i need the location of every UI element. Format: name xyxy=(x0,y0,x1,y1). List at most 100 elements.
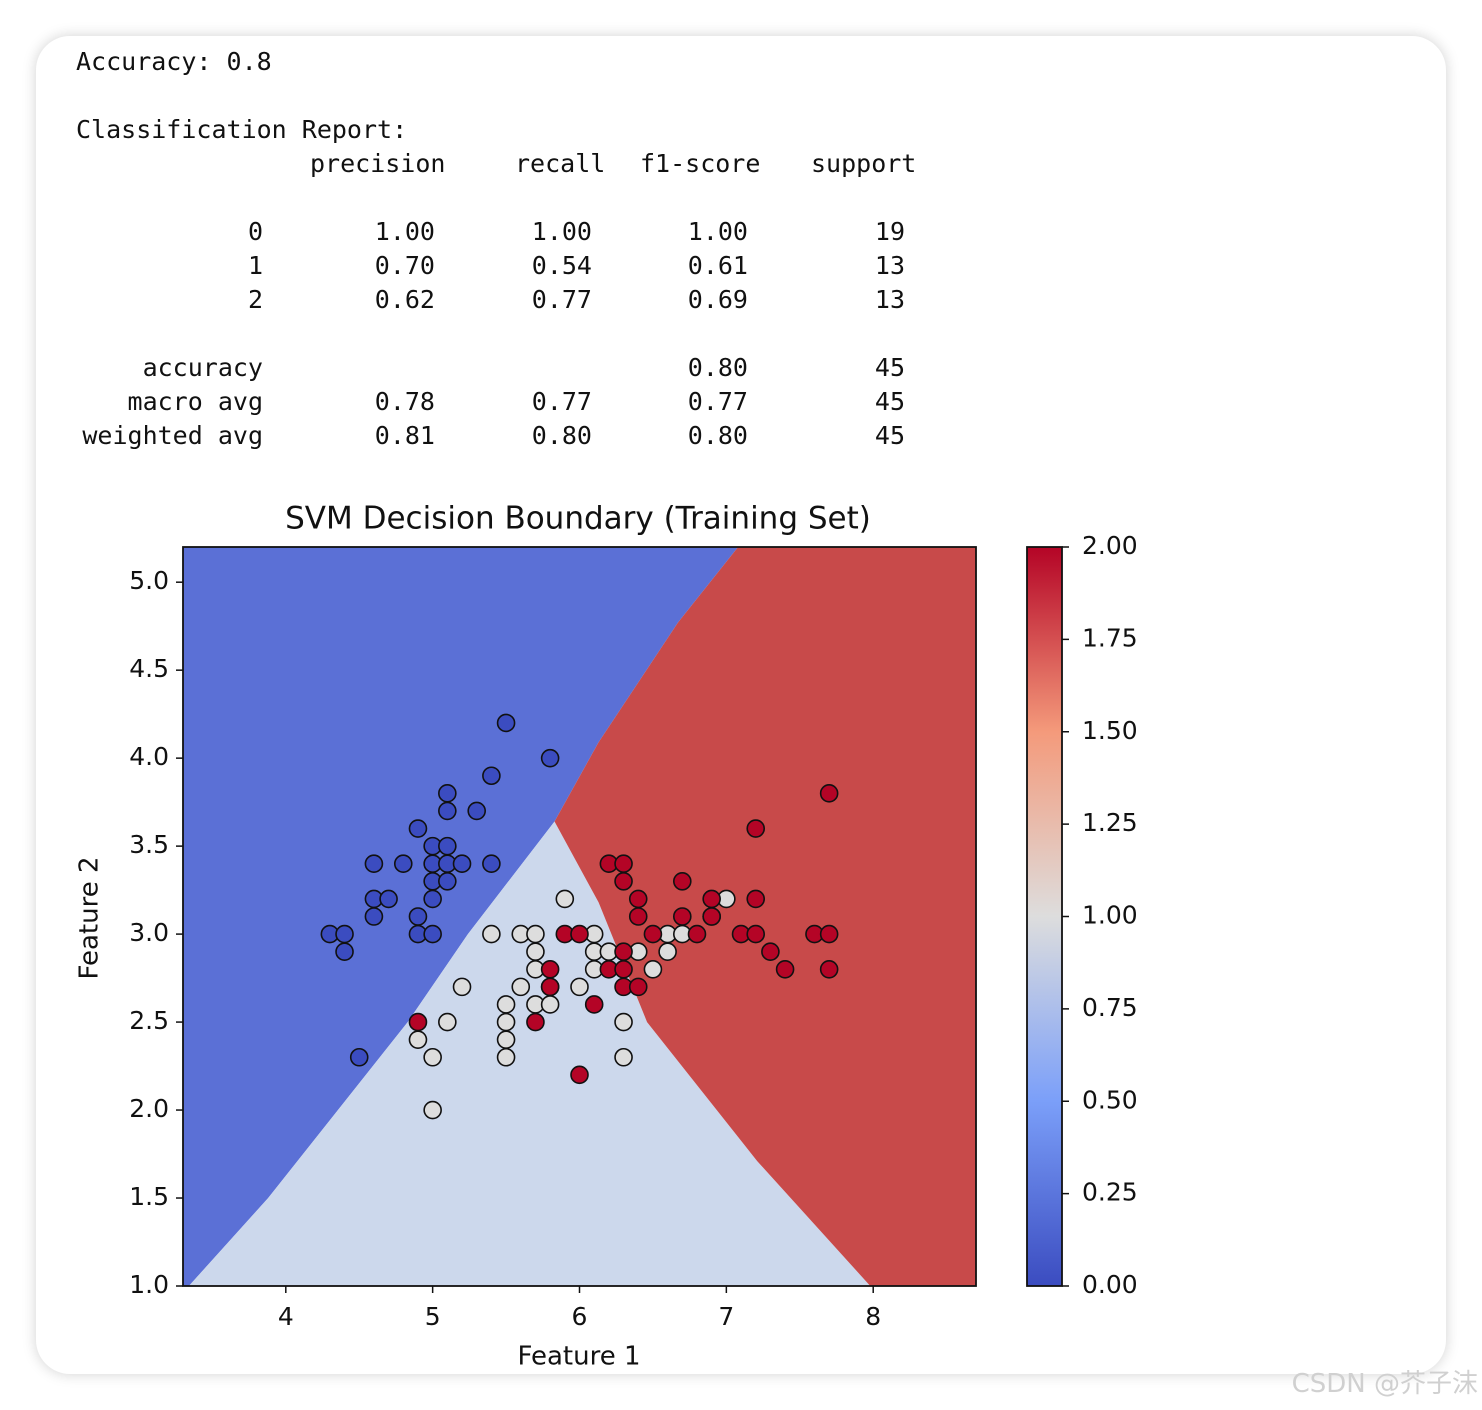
scatter-point xyxy=(408,1030,428,1049)
scatter-point xyxy=(452,977,472,997)
scatter-point xyxy=(614,942,633,961)
cell: 45 xyxy=(874,387,905,416)
colorbar-tick-label: 2.00 xyxy=(1082,531,1138,560)
y-tick-label: 4.5 xyxy=(129,654,169,683)
colorbar-tick-label: 0.75 xyxy=(1082,993,1138,1022)
scatter-point xyxy=(335,942,354,961)
x-tick-label: 6 xyxy=(572,1302,588,1331)
decision-region xyxy=(554,547,976,1286)
y-tick-label: 1.0 xyxy=(129,1270,169,1299)
scatter-point xyxy=(775,959,795,979)
scatter-point xyxy=(540,748,560,768)
cell: 0.77 xyxy=(687,387,748,416)
cell: 0.69 xyxy=(687,285,748,314)
watermark: CSDN @芥子沫 xyxy=(1291,1369,1478,1399)
scatter-point xyxy=(614,1047,633,1067)
chart-title: SVM Decision Boundary (Training Set) xyxy=(285,501,871,537)
colorbar-tick-label: 0.25 xyxy=(1082,1178,1138,1207)
scatter-point xyxy=(482,854,501,874)
scatter-point xyxy=(482,766,501,786)
scatter-point xyxy=(614,959,633,979)
scatter-point xyxy=(408,1012,428,1032)
decision-region xyxy=(183,547,739,1286)
scatter-point xyxy=(643,924,663,944)
scatter-point xyxy=(438,801,457,821)
colorbar-tick-label: 1.00 xyxy=(1082,901,1138,930)
scatter-point xyxy=(672,872,692,891)
scatter-point xyxy=(393,854,413,874)
scatter-point xyxy=(702,907,721,926)
cell: 1.00 xyxy=(687,217,748,246)
row-label: macro avg xyxy=(127,387,263,416)
scatter-point xyxy=(423,1100,442,1120)
colorbar xyxy=(1026,546,1063,1287)
scatter-point xyxy=(496,1047,516,1067)
x-axis-label: Feature 1 xyxy=(517,1342,640,1372)
colorbar-tick-label: 1.25 xyxy=(1082,808,1138,837)
column-header: support xyxy=(811,149,917,178)
column-header: precision xyxy=(310,149,446,178)
cell: 45 xyxy=(874,353,905,382)
scatter-point xyxy=(526,942,545,961)
column-header: f1-score xyxy=(640,149,761,178)
scatter-point xyxy=(819,959,839,979)
scatter-point xyxy=(540,977,560,997)
scatter-point xyxy=(349,1047,369,1067)
cell: 0.80 xyxy=(687,353,748,382)
cell: 13 xyxy=(874,285,905,314)
cell: 0.80 xyxy=(531,421,592,450)
scatter-point xyxy=(570,1065,589,1085)
cell: 0.78 xyxy=(374,387,435,416)
colorbar-tick-label: 0.50 xyxy=(1082,1085,1138,1114)
scatter-point xyxy=(540,959,560,979)
cell: 0.77 xyxy=(531,285,592,314)
report-heading: Classification Report: xyxy=(76,115,408,144)
cell: 45 xyxy=(874,421,905,450)
scatter-point xyxy=(672,907,692,926)
cell: 0.61 xyxy=(687,251,748,280)
colorbar-tick-label: 1.75 xyxy=(1082,623,1138,652)
scatter-point xyxy=(614,1012,633,1032)
cell: 0.54 xyxy=(531,251,592,280)
colorbar-tick-label: 0.00 xyxy=(1082,1270,1138,1299)
scatter-point xyxy=(364,854,384,874)
cell: 13 xyxy=(874,251,905,280)
scatter-point xyxy=(819,784,839,803)
cell: 1.00 xyxy=(531,217,592,246)
row-label: accuracy xyxy=(142,353,263,382)
scatter-point xyxy=(526,924,545,944)
y-tick-label: 3.5 xyxy=(129,830,169,859)
x-tick-label: 5 xyxy=(425,1302,441,1331)
scatter-point xyxy=(584,995,604,1014)
y-axis-label: Feature 2 xyxy=(75,856,105,979)
y-tick-label: 5.0 xyxy=(129,566,169,595)
scatter-point xyxy=(555,889,575,909)
cell: 19 xyxy=(874,217,905,246)
scatter-point xyxy=(408,907,428,926)
x-tick-label: 7 xyxy=(718,1302,734,1331)
row-label: 1 xyxy=(247,251,263,280)
scatter-point xyxy=(614,872,633,891)
scatter-point xyxy=(335,924,354,944)
cell: 0.77 xyxy=(531,387,592,416)
scatter-point xyxy=(482,924,501,944)
cell: 1.00 xyxy=(374,217,435,246)
y-tick-label: 2.5 xyxy=(129,1006,169,1035)
scatter-point xyxy=(423,1047,442,1067)
cell: 0.70 xyxy=(374,251,435,280)
scatter-point xyxy=(467,801,487,821)
scatter-point xyxy=(746,924,766,944)
scatter-point xyxy=(438,784,457,803)
scatter-point xyxy=(570,977,589,997)
scatter-point xyxy=(496,1012,516,1032)
scatter-point xyxy=(423,889,442,909)
row-label: 0 xyxy=(247,217,263,246)
scatter-point xyxy=(643,959,663,979)
colorbar-tick-label: 1.50 xyxy=(1082,716,1138,745)
scatter-point xyxy=(379,889,398,909)
scatter-point xyxy=(702,889,721,909)
scatter-point xyxy=(496,713,516,733)
scatter-point xyxy=(614,854,633,874)
x-tick-label: 4 xyxy=(278,1302,294,1331)
row-label: 2 xyxy=(247,285,263,314)
